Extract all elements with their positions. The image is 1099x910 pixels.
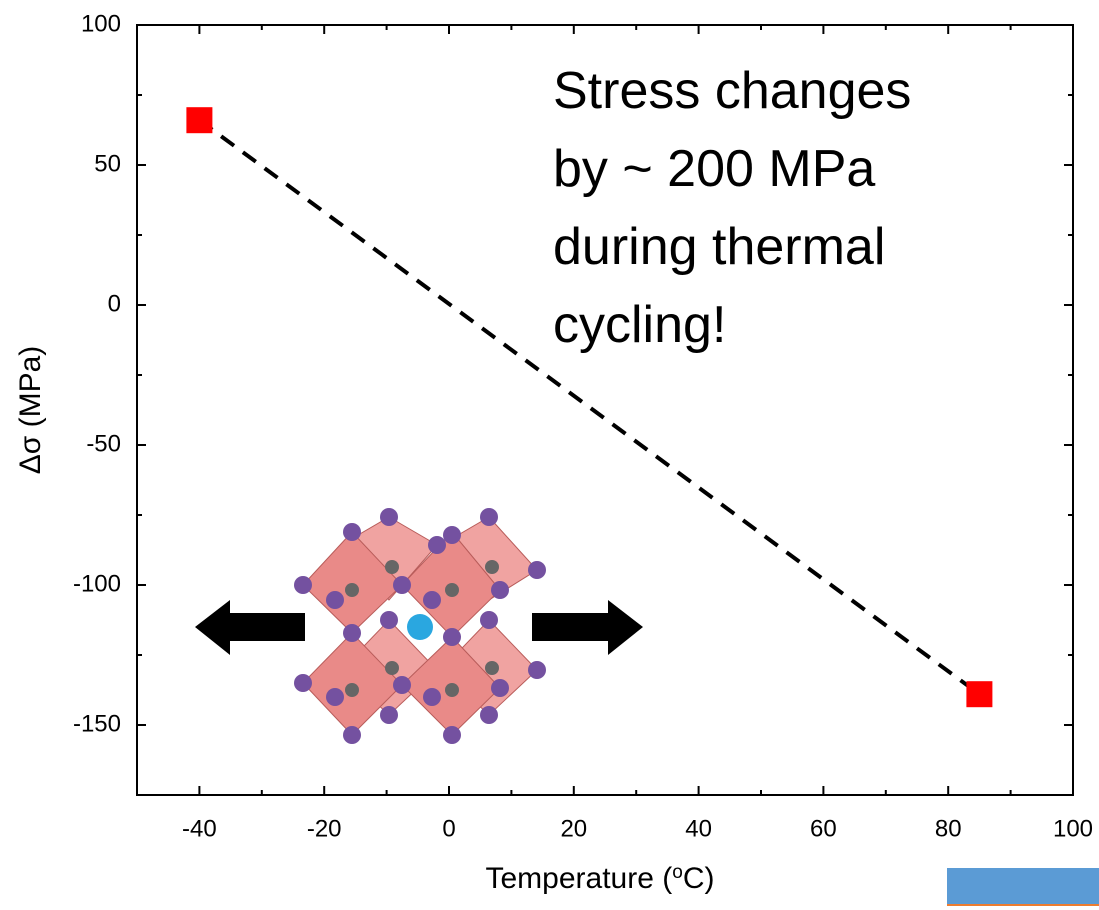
y-tick-label: 100	[81, 10, 121, 37]
x-tick-label: 100	[1053, 815, 1093, 842]
annotation: cycling!	[553, 296, 726, 354]
x-axis-label-part: C)	[683, 862, 715, 895]
data-point	[966, 681, 993, 708]
decor-box	[947, 868, 1099, 905]
x-tick-label: 80	[935, 815, 962, 842]
x-tick-label: 40	[685, 815, 712, 842]
x-axis-label-part: o	[672, 862, 683, 883]
x-axis-label-part: Temperature (	[486, 862, 673, 895]
arrow-left	[195, 600, 305, 655]
annotation: during thermal	[553, 218, 885, 276]
plot-frame	[136, 24, 1074, 796]
y-tick-label: -150	[73, 710, 121, 737]
y-tick-label: 0	[108, 290, 121, 317]
x-tick-label: 60	[810, 815, 837, 842]
annotation: Stress changes	[553, 62, 911, 120]
y-tick-label: -100	[73, 570, 121, 597]
x-tick-label: -20	[307, 815, 342, 842]
x-tick-label: 0	[442, 815, 455, 842]
x-axis-label: Temperature (oC)	[486, 862, 715, 896]
arrow-right	[532, 600, 643, 655]
y-tick-label: 50	[94, 150, 121, 177]
y-tick-label: -50	[86, 430, 121, 457]
connecting-line	[198, 118, 981, 696]
y-axis-label: Δσ (MPa)	[14, 346, 47, 475]
perovskite-illustration	[195, 508, 643, 744]
x-tick-label: 20	[560, 815, 587, 842]
annotation: by ~ 200 MPa	[553, 140, 875, 198]
data-point	[186, 107, 213, 134]
x-tick-label: -40	[182, 815, 217, 842]
